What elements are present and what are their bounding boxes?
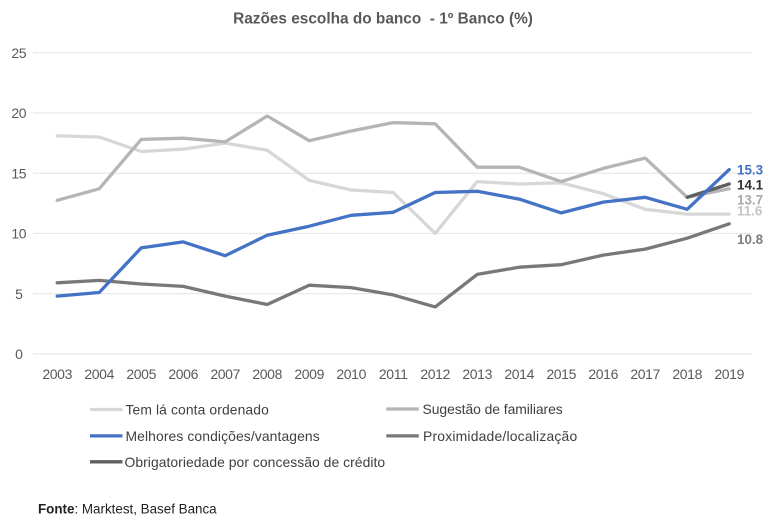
svg-text:2018: 2018 [672,366,702,382]
svg-text:5: 5 [15,286,23,302]
svg-text:10.8: 10.8 [737,232,764,247]
svg-text:2012: 2012 [420,366,450,382]
svg-text:Obrigatoriedade por concessão: Obrigatoriedade por concessão de crédito [125,454,386,470]
svg-text:20: 20 [11,105,26,121]
svg-text:Razões escolha do banco - 1º: Razões escolha do banco - 1º Banco (%) [233,11,533,28]
svg-text:2010: 2010 [336,366,366,382]
svg-text:15: 15 [11,166,26,182]
svg-text:2014: 2014 [504,366,534,382]
svg-text:11.6: 11.6 [737,203,762,218]
svg-text:13.7: 13.7 [737,193,763,208]
svg-text:2013: 2013 [462,366,492,382]
svg-text:2004: 2004 [84,366,114,382]
svg-text:10: 10 [11,226,26,242]
svg-text:2017: 2017 [630,366,660,382]
svg-text:2007: 2007 [210,366,240,382]
svg-text:2003: 2003 [42,366,72,382]
svg-text:15.3: 15.3 [737,162,763,177]
svg-text:2009: 2009 [294,366,324,382]
svg-text:Sugestão de familiares: Sugestão de familiares [423,401,563,417]
svg-text:0: 0 [15,346,23,362]
svg-text:2008: 2008 [252,366,282,382]
svg-text:2019: 2019 [714,366,744,382]
svg-text:2015: 2015 [546,366,576,382]
svg-text:Proximidade/localização: Proximidade/localização [423,428,577,444]
svg-text:2011: 2011 [379,366,408,382]
svg-text:Fonte: Marktest, Basef Banca: Fonte: Marktest, Basef Banca [38,502,217,517]
svg-text:14.1: 14.1 [737,178,764,193]
svg-text:2016: 2016 [588,366,618,382]
svg-text:Melhores condições/vantagens: Melhores condições/vantagens [126,428,320,444]
svg-text:25: 25 [11,45,26,61]
svg-text:Tem lá conta ordenado: Tem lá conta ordenado [126,402,270,418]
svg-text:2006: 2006 [168,366,198,382]
svg-text:2005: 2005 [126,366,156,382]
